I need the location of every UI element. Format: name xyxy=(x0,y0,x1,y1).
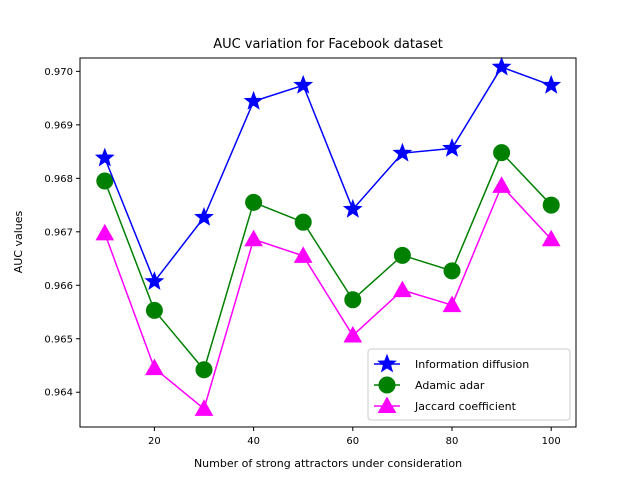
legend-entry: Adamic adar xyxy=(374,376,485,394)
legend-label: Jaccard coefficient xyxy=(414,400,517,413)
data-point xyxy=(344,291,362,309)
data-point xyxy=(491,56,512,76)
data-point xyxy=(195,361,213,379)
data-point xyxy=(145,358,164,376)
x-tick-label: 20 xyxy=(148,436,161,447)
plot-area xyxy=(94,56,562,416)
data-point xyxy=(294,213,312,231)
data-point xyxy=(492,176,511,193)
y-tick-label: 0.970 xyxy=(44,67,73,78)
y-tick-label: 0.969 xyxy=(44,120,73,131)
x-tick-label: 60 xyxy=(346,436,359,447)
legend: Information diffusion Adamic adar Jaccard … xyxy=(367,348,571,421)
data-point xyxy=(442,295,462,313)
legend-label: Adamic adar xyxy=(415,379,485,392)
y-axis-label: AUC values xyxy=(12,210,25,273)
x-tick-label: 80 xyxy=(446,436,459,447)
y-tick-label: 0.966 xyxy=(44,281,73,292)
x-axis: 20 40 60 80 100 xyxy=(148,427,561,447)
x-axis-label: Number of strong attractors under consid… xyxy=(194,457,462,470)
legend-marker xyxy=(377,396,397,413)
data-point xyxy=(96,172,114,190)
data-point xyxy=(393,246,411,264)
x-tick-label: 40 xyxy=(247,436,260,447)
data-point xyxy=(542,196,560,214)
series-star xyxy=(94,56,562,290)
series-line xyxy=(104,151,552,372)
y-tick-label: 0.965 xyxy=(44,334,73,345)
data-point xyxy=(293,246,313,263)
data-point xyxy=(343,326,363,343)
series-line xyxy=(104,66,552,284)
legend-label: Information diffusion xyxy=(415,358,529,371)
legend-entry: Information diffusion xyxy=(374,353,529,373)
y-tick-label: 0.967 xyxy=(44,227,73,238)
x-tick-label: 100 xyxy=(542,436,561,447)
data-point xyxy=(95,223,115,241)
series-line xyxy=(104,184,552,411)
data-point xyxy=(493,144,511,162)
data-point xyxy=(145,301,163,319)
data-point xyxy=(244,229,263,247)
legend-marker xyxy=(378,376,396,394)
data-point xyxy=(293,74,314,94)
data-point xyxy=(392,142,413,162)
legend-entry: Jaccard coefficient xyxy=(374,396,517,413)
data-point xyxy=(541,229,561,247)
data-point xyxy=(243,90,264,110)
data-point xyxy=(144,271,165,290)
data-point xyxy=(442,137,462,157)
data-point xyxy=(393,280,412,298)
data-point xyxy=(194,206,214,226)
legend-marker xyxy=(377,353,397,373)
legend-box xyxy=(367,348,571,421)
data-point xyxy=(541,74,562,94)
y-axis: 0.964 0.965 0.966 0.967 0.968 0.969 0.970 xyxy=(44,67,80,399)
data-point xyxy=(245,193,263,211)
y-tick-label: 0.964 xyxy=(44,388,73,399)
data-point xyxy=(94,147,115,167)
series-triangle xyxy=(95,176,561,416)
y-tick-label: 0.968 xyxy=(44,174,73,185)
chart-title: AUC variation for Facebook dataset xyxy=(213,37,443,52)
data-point xyxy=(194,399,214,416)
plot-frame xyxy=(79,57,577,428)
data-point xyxy=(342,198,363,218)
data-point xyxy=(443,262,461,280)
series-circle xyxy=(96,144,560,379)
